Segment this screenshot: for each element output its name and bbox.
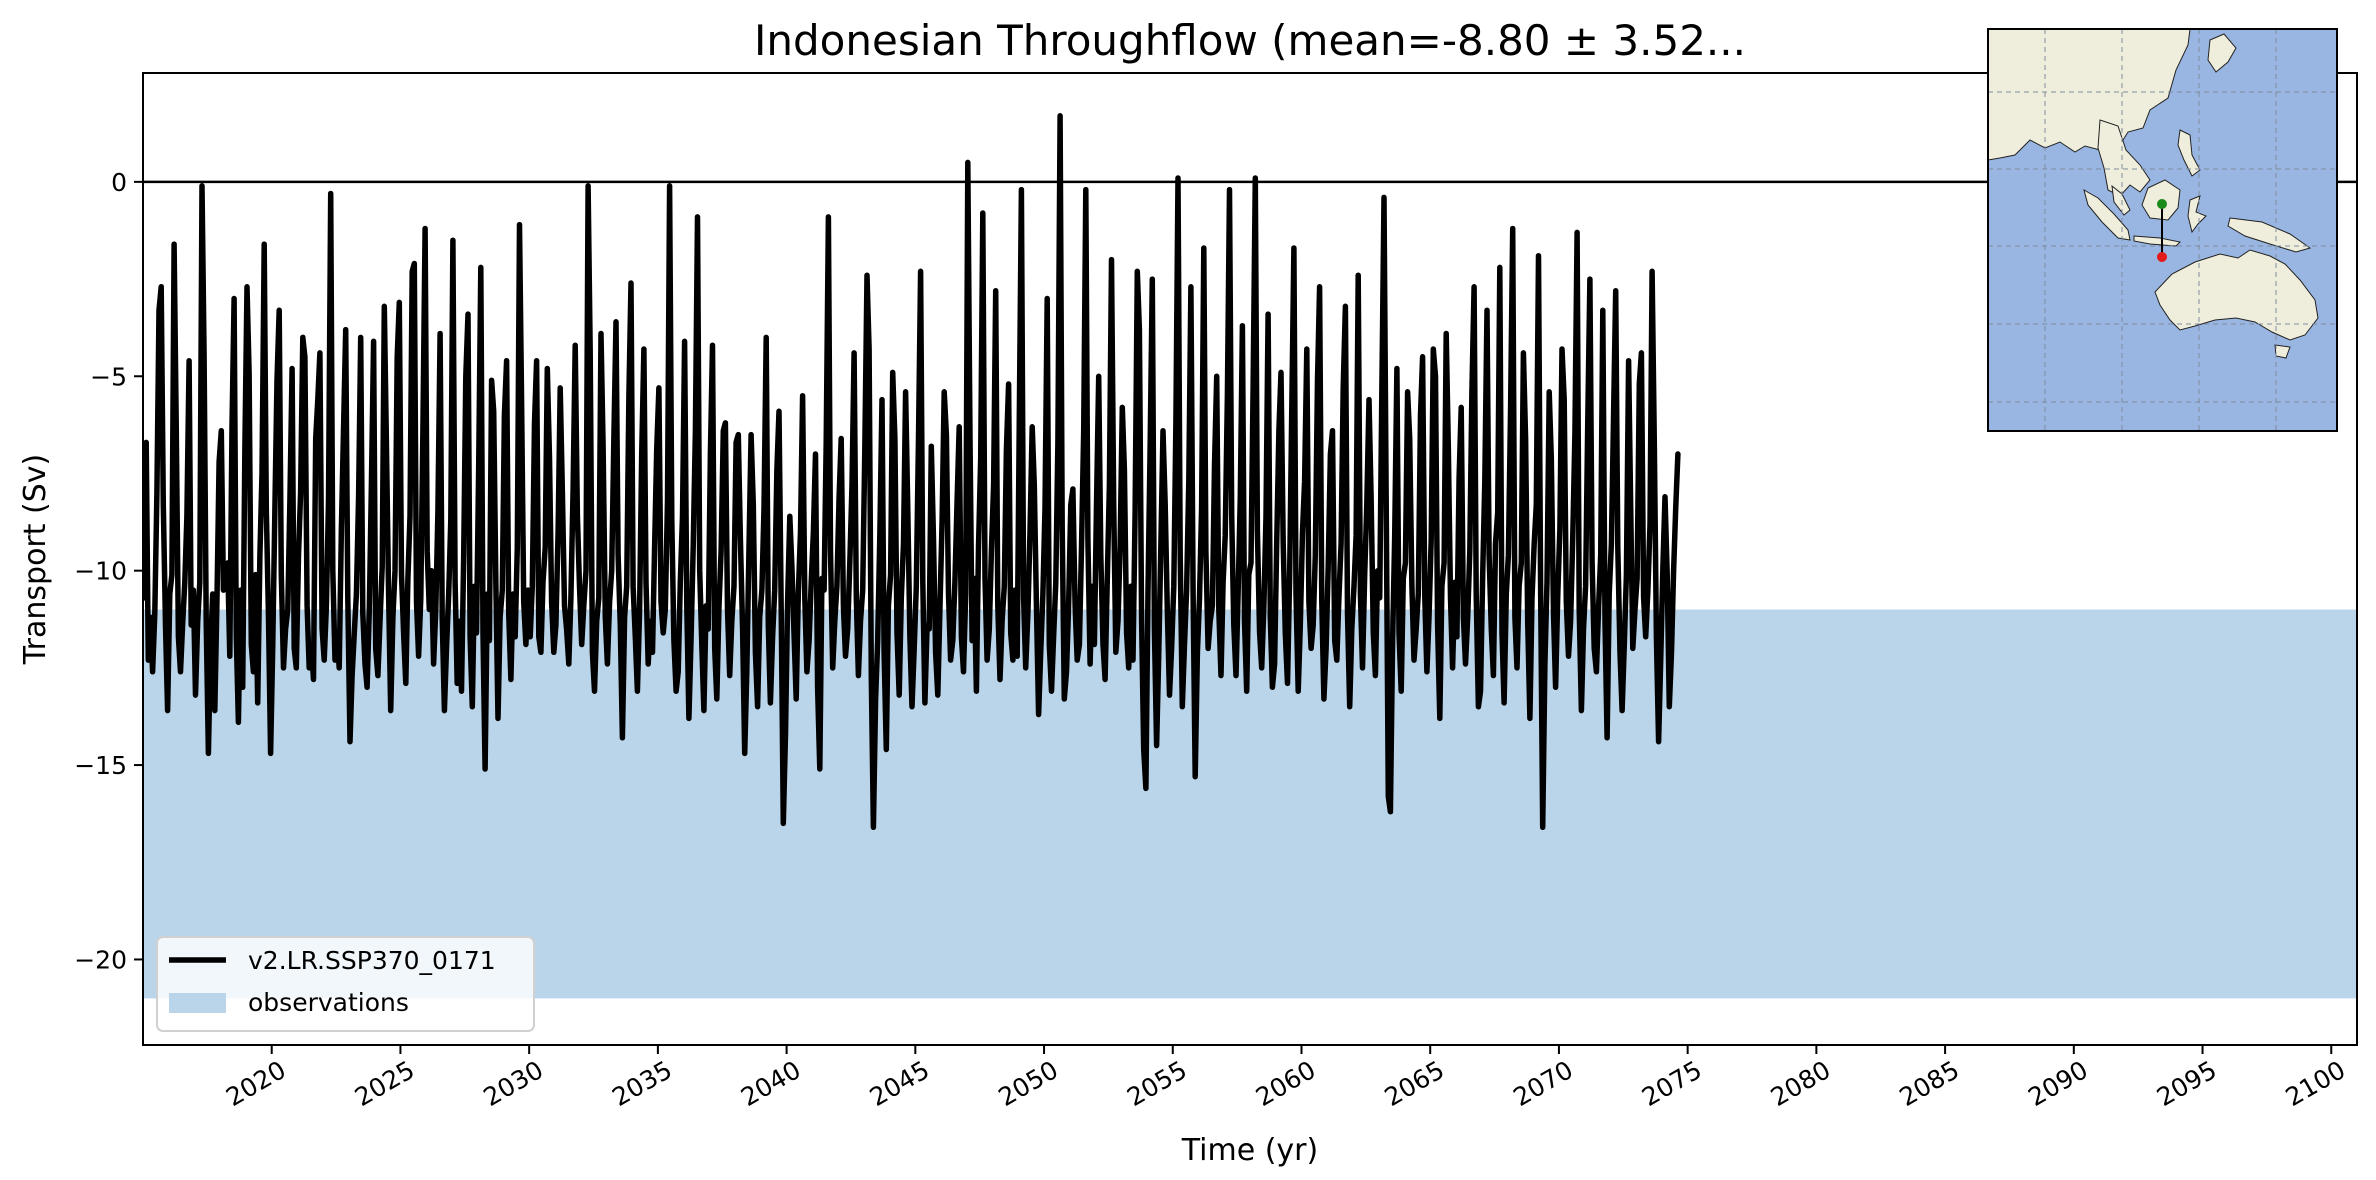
x-tick-label-2085: 2085 (1894, 1055, 1964, 1112)
map-land-new-guinea (2227, 217, 2312, 253)
legend: v2.LR.SSP370_0171 observations (156, 936, 535, 1032)
map-land-indochina (2097, 119, 2151, 197)
plot-area (143, 113, 2357, 999)
map-land-japan (2207, 33, 2237, 73)
legend-label-series: v2.LR.SSP370_0171 (248, 946, 496, 975)
legend-box (156, 936, 535, 1032)
legend-swatch-observations (169, 993, 226, 1013)
map-land-java (2133, 235, 2182, 247)
map-land-sumatra (2083, 188, 2131, 241)
x-tick-label-2075: 2075 (1637, 1055, 1707, 1112)
chart-title: Indonesian Throughflow (mean=-8.80 ± 3.5… (754, 16, 1746, 65)
inset-map-frame (1987, 28, 2338, 432)
y-tick-label-2: −10 (74, 557, 127, 586)
x-tick-label-2030: 2030 (479, 1055, 549, 1112)
y-tick-label-3: −15 (74, 751, 127, 780)
y-tick-label-4: −20 (74, 945, 127, 974)
legend-label-observations: observations (248, 988, 409, 1017)
x-tick-label-2050: 2050 (993, 1055, 1063, 1112)
map-land-australia (2154, 249, 2319, 341)
map-gridlines (1988, 29, 2337, 431)
y-axis-title: Transport (Sv) (18, 454, 53, 666)
x-tick-label-2070: 2070 (1508, 1055, 1578, 1112)
x-tick-label-2100: 2100 (2281, 1055, 2351, 1112)
section-end-point-icon (2157, 252, 2167, 262)
x-tick-label-2025: 2025 (350, 1055, 420, 1112)
map-land-sulawesi (2187, 195, 2207, 234)
section-start-point-icon (2157, 199, 2167, 209)
map-land-tasmania (2274, 344, 2291, 359)
y-tick-label-0: 0 (111, 168, 127, 197)
x-tick-label-2055: 2055 (1122, 1055, 1192, 1112)
x-axis: 2020 2025 2030 2035 2040 2045 2050 2055 2060 2065… (221, 1045, 2350, 1112)
x-tick-label-2045: 2045 (865, 1055, 935, 1112)
x-tick-label-2090: 2090 (2023, 1055, 2093, 1112)
y-axis: 0 −5 −10 −15 −20 (74, 168, 143, 974)
plot-frame (142, 72, 2358, 1046)
x-tick-label-2020: 2020 (221, 1055, 291, 1112)
series-line-v2-lr-ssp370-0171 (143, 113, 1681, 831)
map-land-philippines (2177, 129, 2201, 177)
y-tick-label-1: −5 (90, 362, 127, 391)
x-tick-label-2060: 2060 (1251, 1055, 1321, 1112)
map-land-malaysia (2111, 184, 2131, 216)
inset-map (1988, 29, 2337, 431)
x-tick-label-2035: 2035 (607, 1055, 677, 1112)
x-tick-label-2065: 2065 (1380, 1055, 1450, 1112)
x-tick-label-2080: 2080 (1766, 1055, 1836, 1112)
x-tick-label-2095: 2095 (2152, 1055, 2222, 1112)
x-tick-label-2040: 2040 (736, 1055, 806, 1112)
x-axis-title: Time (yr) (1181, 1133, 1318, 1168)
